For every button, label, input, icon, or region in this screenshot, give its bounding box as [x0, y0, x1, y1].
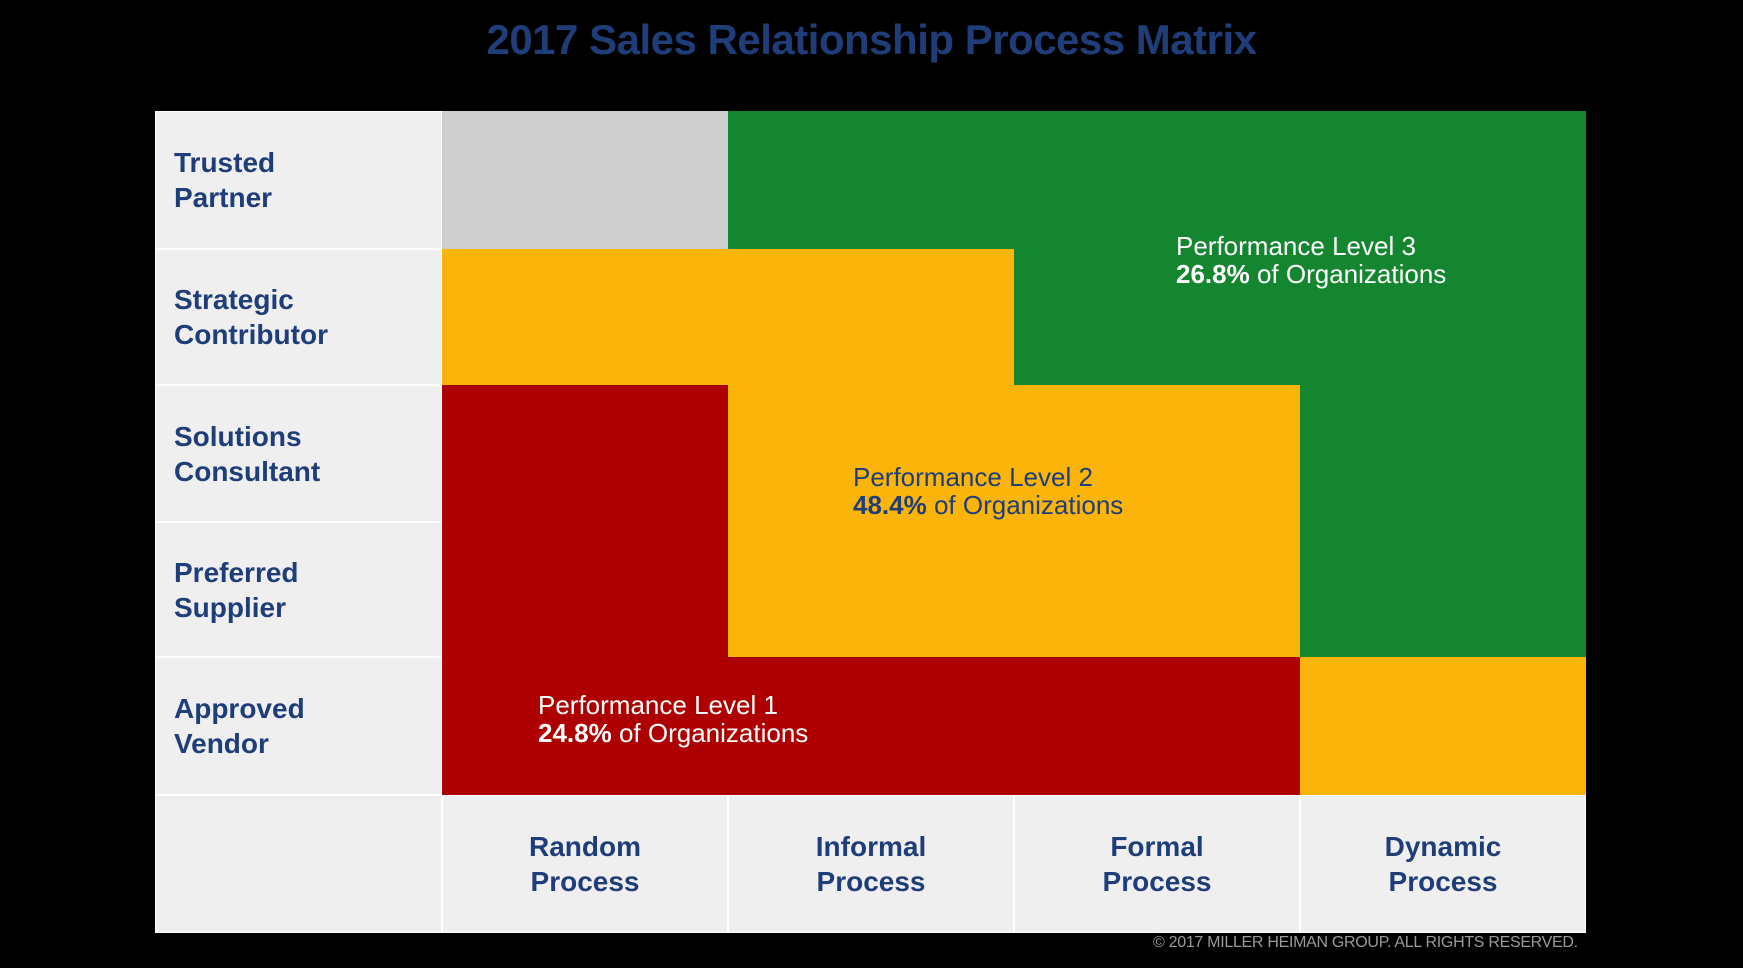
- row-label-line: Contributor: [174, 319, 328, 350]
- col-label-line: Dynamic: [1384, 831, 1502, 862]
- row-label-line: Preferred: [174, 556, 299, 588]
- row-label-line: Vendor: [174, 728, 269, 759]
- row-label-line: Supplier: [174, 591, 287, 623]
- level-percent: 48.4%: [853, 490, 927, 520]
- row-label-strategic-contributor: Strategic Contributor: [155, 249, 442, 385]
- page-title: 2017 Sales Relationship Process Matrix: [486, 16, 1257, 63]
- region-level-2: [442, 249, 1014, 385]
- row-label-solutions-consultant: Solutions Consultant: [155, 385, 442, 522]
- region-level-2: [728, 385, 1300, 657]
- col-label-dynamic-process: Dynamic Process: [1300, 795, 1586, 933]
- level-name: Performance Level 3: [1176, 231, 1416, 261]
- level-name: Performance Level 1: [538, 690, 778, 720]
- row-label-line: Partner: [174, 182, 273, 213]
- region-level-1: [442, 657, 1300, 795]
- col-label-line: Process: [530, 866, 640, 897]
- process-matrix: Trusted Partner Strategic Contributor Solu…: [155, 111, 1586, 933]
- row-label-line: Trusted: [174, 147, 276, 178]
- region-level-3: [1014, 249, 1586, 385]
- level-name: Performance Level 2: [853, 462, 1093, 492]
- level-suffix: of Organizations: [1256, 259, 1447, 289]
- col-label-line: Process: [1102, 866, 1212, 897]
- row-label-line: Approved: [174, 693, 305, 724]
- level-3-annotation: Performance Level 3 26.8% of Organizatio…: [1176, 232, 1446, 288]
- level-suffix: of Organizations: [933, 490, 1124, 520]
- region-level-1: [442, 385, 728, 657]
- row-label-line: Solutions: [174, 420, 302, 452]
- col-label-informal-process: Informal Process: [728, 795, 1014, 933]
- col-label-line: Random: [529, 831, 641, 862]
- col-label-line: Process: [816, 866, 926, 897]
- level-2-annotation: Performance Level 2 48.4% of Organizatio…: [853, 463, 1123, 519]
- level-percent: 24.8%: [538, 718, 612, 748]
- row-label-approved-vendor: Approved Vendor: [155, 657, 442, 795]
- cell-unused-gray: [442, 111, 728, 249]
- region-level-3: [728, 111, 1586, 249]
- col-label-line: Formal: [1110, 831, 1204, 862]
- col-label-line: Informal: [815, 831, 927, 862]
- copyright-notice: © 2017 MILLER HEIMAN GROUP. ALL RIGHTS R…: [1153, 934, 1578, 951]
- col-label-random-process: Random Process: [442, 795, 728, 933]
- corner-cell: [155, 795, 442, 933]
- region-level-3: [1300, 385, 1586, 657]
- row-label-line: Consultant: [174, 455, 321, 487]
- col-label-formal-process: Formal Process: [1014, 795, 1300, 933]
- region-level-2: [1300, 657, 1586, 795]
- row-label-preferred-supplier: Preferred Supplier: [155, 522, 442, 657]
- level-suffix: of Organizations: [618, 718, 809, 748]
- col-label-line: Process: [1388, 866, 1498, 897]
- row-label-trusted-partner: Trusted Partner: [155, 111, 442, 249]
- level-1-annotation: Performance Level 1 24.8% of Organizatio…: [538, 691, 808, 747]
- level-percent: 26.8%: [1176, 259, 1250, 289]
- row-label-line: Strategic: [174, 284, 294, 315]
